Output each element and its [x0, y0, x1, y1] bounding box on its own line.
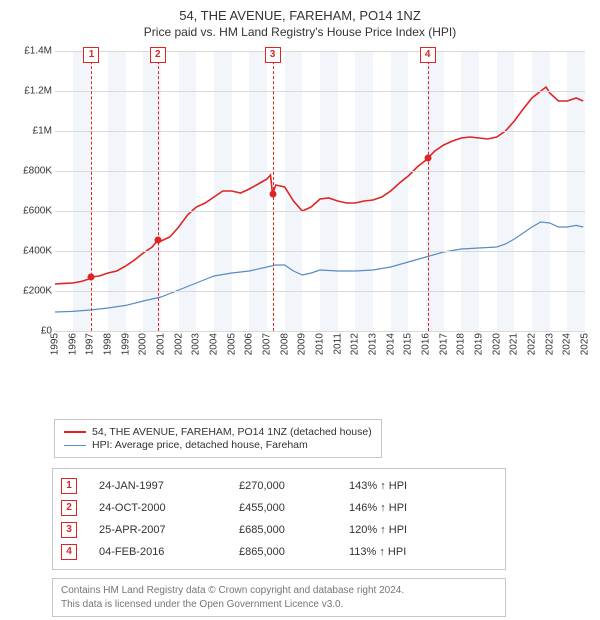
legend: 54, THE AVENUE, FAREHAM, PO14 1NZ (detac…	[54, 419, 382, 458]
x-tick-label: 2011	[332, 333, 343, 355]
x-tick-label: 2023	[544, 333, 555, 355]
transaction-marker-box: 4	[61, 544, 77, 560]
transaction-row: 2 24-OCT-2000£455,000146% ↑ HPI	[61, 497, 497, 519]
chart-lines	[55, 51, 585, 331]
marker-box: 4	[420, 47, 436, 63]
transaction-hpi: 146% ↑ HPI	[349, 502, 407, 514]
x-tick-label: 2002	[173, 333, 184, 355]
series-property	[55, 87, 583, 284]
title-address: 54, THE AVENUE, FAREHAM, PO14 1NZ	[10, 8, 590, 23]
x-tick-label: 2015	[403, 333, 414, 355]
transaction-date: 24-OCT-2000	[99, 502, 239, 514]
transaction-marker-box: 3	[61, 522, 77, 538]
x-tick-label: 2019	[474, 333, 485, 355]
gridline	[55, 91, 585, 92]
transaction-row: 4 04-FEB-2016£865,000113% ↑ HPI	[61, 541, 497, 563]
y-tick-label: £400K	[10, 246, 52, 257]
x-tick-label: 2006	[244, 333, 255, 355]
marker-dot	[424, 155, 431, 162]
marker-dot	[269, 191, 276, 198]
marker-line	[158, 51, 159, 331]
marker-box: 1	[83, 47, 99, 63]
transaction-date: 25-APR-2007	[99, 524, 239, 536]
gridline	[55, 331, 585, 332]
legend-swatch	[64, 445, 86, 446]
marker-box: 3	[265, 47, 281, 63]
x-tick-label: 2016	[421, 333, 432, 355]
x-tick-label: 2007	[262, 333, 273, 355]
x-tick-label: 2010	[315, 333, 326, 355]
y-tick-label: £1M	[10, 126, 52, 137]
gridline	[55, 131, 585, 132]
y-tick-label: £800K	[10, 166, 52, 177]
transaction-hpi: 113% ↑ HPI	[349, 546, 406, 558]
legend-label: 54, THE AVENUE, FAREHAM, PO14 1NZ (detac…	[92, 426, 372, 438]
legend-swatch	[64, 431, 86, 433]
transaction-row: 3 25-APR-2007£685,000120% ↑ HPI	[61, 519, 497, 541]
x-tick-label: 2001	[156, 333, 167, 355]
transaction-date: 04-FEB-2016	[99, 546, 239, 558]
transaction-price: £455,000	[239, 502, 349, 514]
gridline	[55, 291, 585, 292]
x-tick-label: 2008	[279, 333, 290, 355]
x-tick-label: 2018	[456, 333, 467, 355]
marker-line	[428, 51, 429, 331]
page: 54, THE AVENUE, FAREHAM, PO14 1NZ Price …	[0, 0, 600, 620]
x-tick-label: 1997	[85, 333, 96, 355]
transaction-hpi: 120% ↑ HPI	[349, 524, 407, 536]
x-tick-label: 2003	[191, 333, 202, 355]
y-tick-label: £1.2M	[10, 86, 52, 97]
x-tick-label: 2020	[491, 333, 502, 355]
x-tick-label: 2014	[385, 333, 396, 355]
transaction-price: £865,000	[239, 546, 349, 558]
marker-line	[91, 51, 92, 331]
transaction-row: 1 24-JAN-1997£270,000143% ↑ HPI	[61, 475, 497, 497]
y-tick-label: £1.4M	[10, 46, 52, 57]
legend-item: HPI: Average price, detached house, Fare…	[64, 439, 372, 451]
gridline	[55, 251, 585, 252]
transaction-price: £270,000	[239, 480, 349, 492]
y-tick-label: £600K	[10, 206, 52, 217]
x-tick-label: 1996	[67, 333, 78, 355]
transaction-marker-box: 2	[61, 500, 77, 516]
x-tick-label: 2013	[368, 333, 379, 355]
gridline	[55, 51, 585, 52]
footer-licence: Contains HM Land Registry data © Crown c…	[52, 578, 506, 617]
y-tick-label: £0	[10, 326, 52, 337]
marker-dot	[154, 237, 161, 244]
x-tick-label: 1998	[103, 333, 114, 355]
x-tick-label: 2012	[350, 333, 361, 355]
marker-box: 2	[150, 47, 166, 63]
title-subtitle: Price paid vs. HM Land Registry's House …	[10, 25, 590, 39]
footer-line1: Contains HM Land Registry data © Crown c…	[61, 584, 497, 598]
x-tick-label: 2021	[509, 333, 520, 355]
gridline	[55, 171, 585, 172]
gridline	[55, 211, 585, 212]
marker-dot	[88, 274, 95, 281]
transaction-price: £685,000	[239, 524, 349, 536]
series-hpi	[55, 222, 583, 312]
titles: 54, THE AVENUE, FAREHAM, PO14 1NZ Price …	[10, 8, 590, 39]
x-tick-label: 1995	[50, 333, 61, 355]
footer-line2: This data is licensed under the Open Gov…	[61, 598, 497, 612]
x-tick-label: 2024	[562, 333, 573, 355]
x-tick-label: 2004	[209, 333, 220, 355]
plot-area: £0£200K£400K£600K£800K£1M£1.2M£1.4M19951…	[55, 51, 585, 331]
x-tick-label: 2017	[438, 333, 449, 355]
legend-label: HPI: Average price, detached house, Fare…	[92, 439, 308, 451]
legend-item: 54, THE AVENUE, FAREHAM, PO14 1NZ (detac…	[64, 426, 372, 438]
chart: £0 £200K £400K £600K £800K £1M £1.2M £1.4M 1995 1…	[10, 43, 590, 373]
transaction-marker-box: 1	[61, 478, 77, 494]
transaction-date: 24-JAN-1997	[99, 480, 239, 492]
x-tick-label: 2009	[297, 333, 308, 355]
y-tick-label: £200K	[10, 286, 52, 297]
transactions-table: 1 24-JAN-1997£270,000143% ↑ HPI 2 24-OCT-20…	[52, 468, 506, 570]
x-tick-label: 2025	[580, 333, 591, 355]
x-tick-label: 2022	[527, 333, 538, 355]
x-tick-label: 2000	[138, 333, 149, 355]
x-tick-label: 2005	[226, 333, 237, 355]
x-tick-label: 1999	[120, 333, 131, 355]
transaction-hpi: 143% ↑ HPI	[349, 480, 407, 492]
